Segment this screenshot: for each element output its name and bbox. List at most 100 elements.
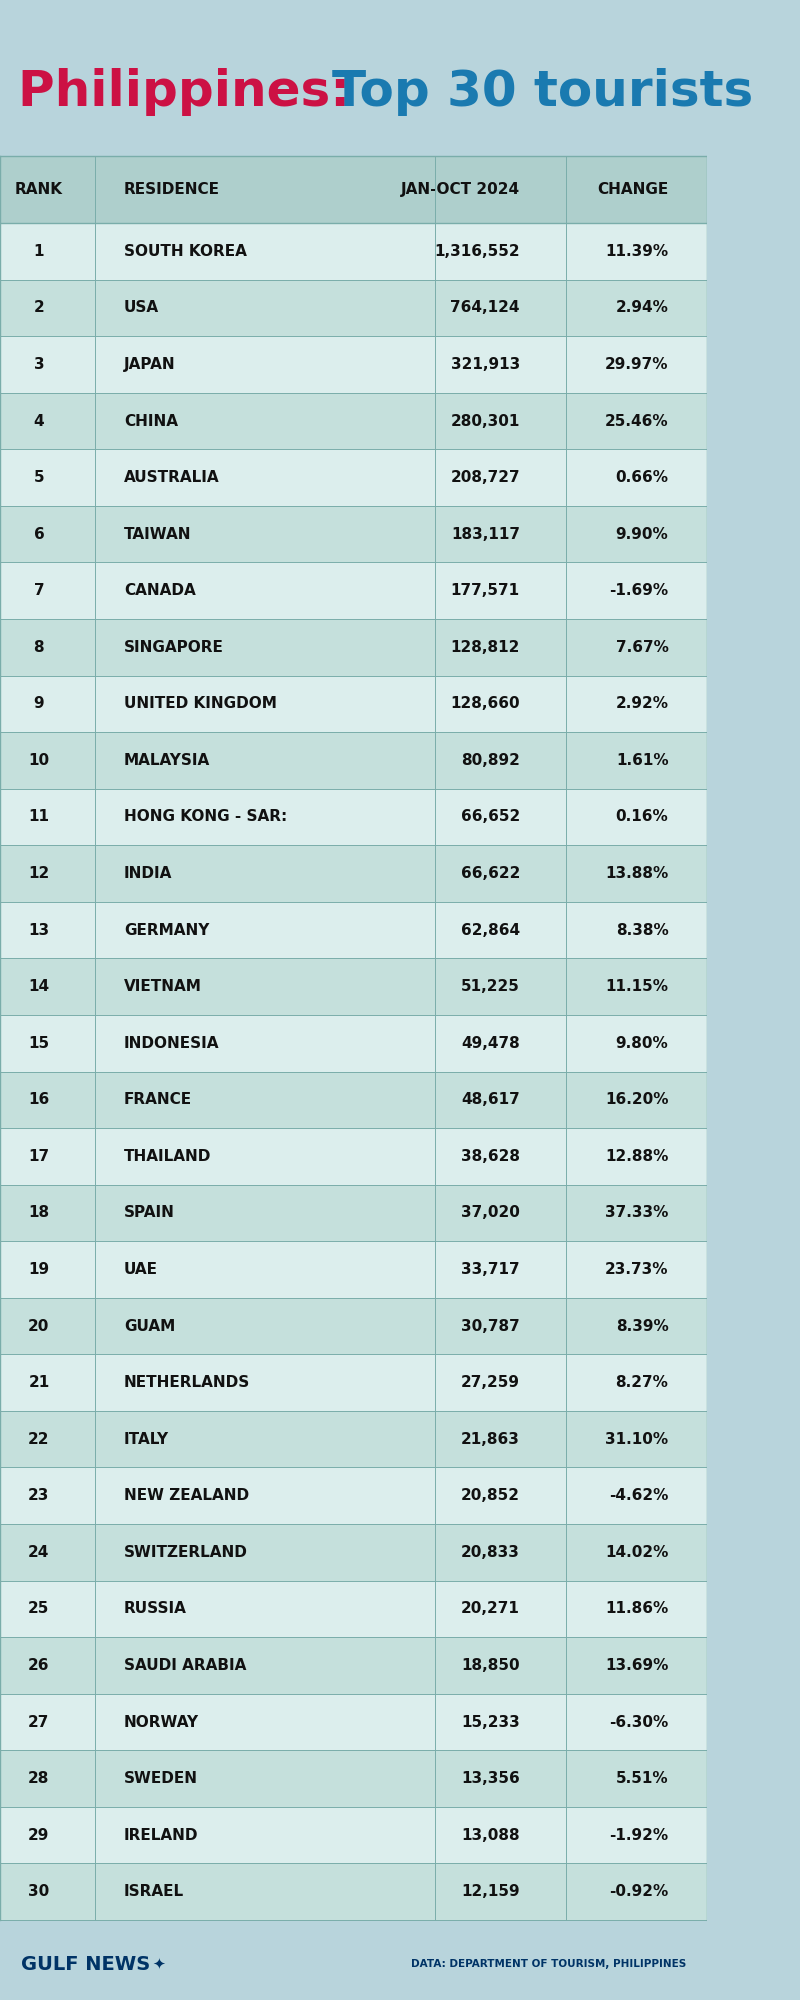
Text: ✦: ✦: [152, 1956, 165, 1972]
Text: 30: 30: [28, 1884, 50, 1900]
Text: 37,020: 37,020: [461, 1206, 520, 1220]
Text: 20: 20: [28, 1318, 50, 1334]
Text: 62,864: 62,864: [461, 922, 520, 938]
Text: 1: 1: [34, 244, 44, 258]
Text: UAE: UAE: [124, 1262, 158, 1276]
FancyBboxPatch shape: [0, 44, 707, 140]
Text: 12: 12: [28, 866, 50, 882]
Text: 11.86%: 11.86%: [605, 1602, 669, 1616]
Text: 11: 11: [29, 810, 50, 824]
Text: SWITZERLAND: SWITZERLAND: [124, 1544, 248, 1560]
Text: 22: 22: [28, 1432, 50, 1446]
FancyBboxPatch shape: [0, 676, 707, 732]
FancyBboxPatch shape: [0, 1864, 707, 1920]
Text: 16: 16: [28, 1092, 50, 1108]
Text: 25: 25: [28, 1602, 50, 1616]
Text: NEW ZEALAND: NEW ZEALAND: [124, 1488, 249, 1504]
Text: 0.66%: 0.66%: [615, 470, 669, 486]
Text: RESIDENCE: RESIDENCE: [124, 182, 220, 198]
FancyBboxPatch shape: [0, 506, 707, 562]
Text: 15: 15: [28, 1036, 50, 1050]
Text: 20,833: 20,833: [461, 1544, 520, 1560]
Text: Top 30 tourists: Top 30 tourists: [333, 68, 754, 116]
FancyBboxPatch shape: [0, 1184, 707, 1242]
Text: 20,852: 20,852: [461, 1488, 520, 1504]
Text: 66,652: 66,652: [461, 810, 520, 824]
FancyBboxPatch shape: [0, 1242, 707, 1298]
FancyBboxPatch shape: [0, 788, 707, 846]
FancyBboxPatch shape: [0, 902, 707, 958]
Text: 18: 18: [28, 1206, 50, 1220]
FancyBboxPatch shape: [0, 618, 707, 676]
Text: 183,117: 183,117: [451, 526, 520, 542]
Text: 9: 9: [34, 696, 44, 712]
Text: SAUDI ARABIA: SAUDI ARABIA: [124, 1658, 246, 1672]
FancyBboxPatch shape: [0, 1638, 707, 1694]
Text: 6: 6: [34, 526, 44, 542]
Text: ISRAEL: ISRAEL: [124, 1884, 184, 1900]
FancyBboxPatch shape: [0, 224, 707, 280]
FancyBboxPatch shape: [0, 1410, 707, 1468]
Text: SPAIN: SPAIN: [124, 1206, 174, 1220]
Text: RANK: RANK: [15, 182, 63, 198]
FancyBboxPatch shape: [0, 1128, 707, 1184]
Text: SINGAPORE: SINGAPORE: [124, 640, 224, 654]
Text: 29: 29: [28, 1828, 50, 1842]
FancyBboxPatch shape: [0, 1580, 707, 1638]
Text: -1.92%: -1.92%: [610, 1828, 669, 1842]
FancyBboxPatch shape: [0, 1298, 707, 1354]
Text: 18,850: 18,850: [462, 1658, 520, 1672]
Text: 8.39%: 8.39%: [616, 1318, 669, 1334]
Text: THAILAND: THAILAND: [124, 1148, 211, 1164]
Text: 13.69%: 13.69%: [605, 1658, 669, 1672]
Text: CANADA: CANADA: [124, 584, 195, 598]
Text: 23: 23: [28, 1488, 50, 1504]
FancyBboxPatch shape: [0, 1354, 707, 1410]
Text: USA: USA: [124, 300, 159, 316]
Text: 280,301: 280,301: [450, 414, 520, 428]
Text: 2.92%: 2.92%: [615, 696, 669, 712]
FancyBboxPatch shape: [0, 1806, 707, 1864]
Text: 31.10%: 31.10%: [606, 1432, 669, 1446]
Text: TAIWAN: TAIWAN: [124, 526, 191, 542]
Text: 321,913: 321,913: [450, 356, 520, 372]
Text: 33,717: 33,717: [462, 1262, 520, 1276]
Text: GULF NEWS: GULF NEWS: [22, 1954, 150, 1974]
Text: 13,088: 13,088: [462, 1828, 520, 1842]
Text: 0.16%: 0.16%: [616, 810, 669, 824]
FancyBboxPatch shape: [0, 1694, 707, 1750]
Text: 25.46%: 25.46%: [605, 414, 669, 428]
Text: 128,660: 128,660: [450, 696, 520, 712]
Text: 80,892: 80,892: [461, 752, 520, 768]
Text: 12,159: 12,159: [462, 1884, 520, 1900]
Text: 14: 14: [28, 980, 50, 994]
Text: 1.61%: 1.61%: [616, 752, 669, 768]
Text: SOUTH KOREA: SOUTH KOREA: [124, 244, 246, 258]
Text: 8.27%: 8.27%: [615, 1376, 669, 1390]
Text: 19: 19: [28, 1262, 50, 1276]
Text: UNITED KINGDOM: UNITED KINGDOM: [124, 696, 277, 712]
FancyBboxPatch shape: [0, 1014, 707, 1072]
Text: -4.62%: -4.62%: [609, 1488, 669, 1504]
Text: 177,571: 177,571: [450, 584, 520, 598]
Text: INDONESIA: INDONESIA: [124, 1036, 219, 1050]
Text: INDIA: INDIA: [124, 866, 172, 882]
Text: 2.94%: 2.94%: [615, 300, 669, 316]
Text: 27: 27: [28, 1714, 50, 1730]
FancyBboxPatch shape: [0, 732, 707, 788]
Text: 14.02%: 14.02%: [605, 1544, 669, 1560]
Text: 24: 24: [28, 1544, 50, 1560]
Text: JAPAN: JAPAN: [124, 356, 175, 372]
Text: 38,628: 38,628: [461, 1148, 520, 1164]
Text: 9.90%: 9.90%: [616, 526, 669, 542]
Text: 9.80%: 9.80%: [616, 1036, 669, 1050]
Text: 23.73%: 23.73%: [605, 1262, 669, 1276]
Text: 26: 26: [28, 1658, 50, 1672]
Text: IRELAND: IRELAND: [124, 1828, 198, 1842]
Text: 17: 17: [28, 1148, 50, 1164]
Text: 4: 4: [34, 414, 44, 428]
Text: 7: 7: [34, 584, 44, 598]
Text: 5: 5: [34, 470, 44, 486]
Text: 3: 3: [34, 356, 44, 372]
FancyBboxPatch shape: [0, 1524, 707, 1580]
